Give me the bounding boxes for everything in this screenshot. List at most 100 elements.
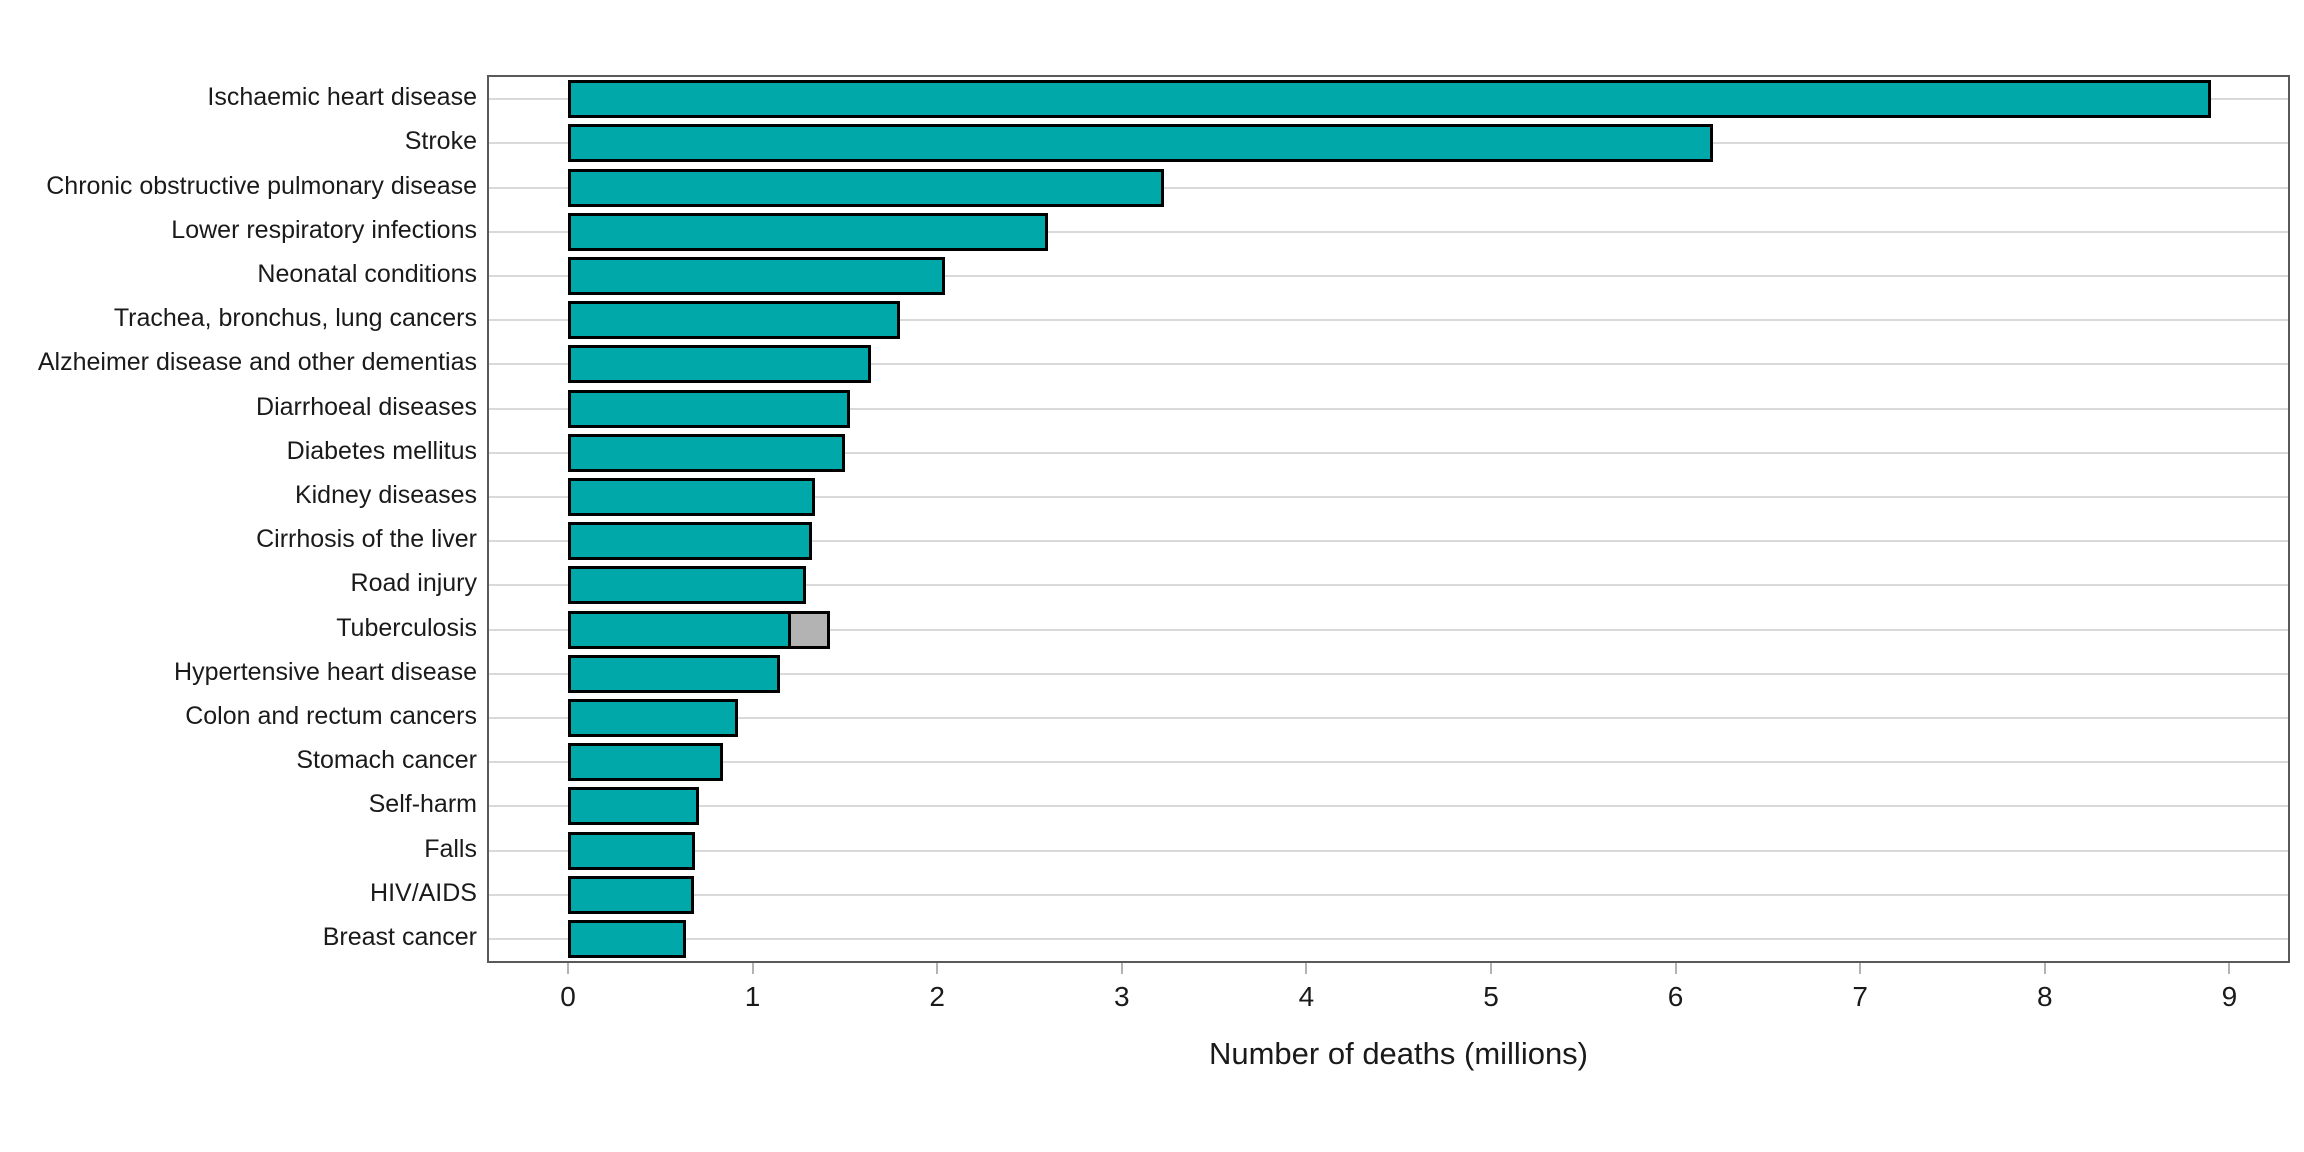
- x-tick-label: 9: [2221, 981, 2238, 1012]
- bar-segment-primary: [568, 875, 694, 914]
- x-axis-tick-labels: 0 1 2 3 4 5 6 7 8 9: [0, 982, 2304, 1016]
- category-label: Hypertensive heart disease: [174, 657, 477, 686]
- category-gridline: [489, 761, 2288, 764]
- x-tick-label: 4: [1298, 981, 1315, 1012]
- bar-segment-primary: [568, 212, 1048, 251]
- category-gridline: [489, 849, 2288, 852]
- category-gridline: [489, 628, 2288, 631]
- bar-segment-primary: [568, 477, 816, 516]
- bar-row: [568, 522, 812, 561]
- category-gridline: [489, 230, 2288, 233]
- x-tick-label: 1: [744, 981, 761, 1012]
- category-label: Ischaemic heart disease: [207, 83, 477, 112]
- category-label: Self-harm: [368, 790, 477, 819]
- category-gridline: [489, 451, 2288, 454]
- x-tick-mark: [751, 963, 754, 974]
- bar-row: [568, 212, 1048, 251]
- category-gridline: [489, 363, 2288, 366]
- bar-segment-primary: [568, 433, 845, 472]
- bar-row: [568, 698, 738, 737]
- bar-segment-primary: [568, 124, 1713, 163]
- category-label: Trachea, bronchus, lung cancers: [113, 304, 477, 333]
- bar-segment-secondary: [788, 610, 831, 649]
- bar-row: [568, 566, 807, 605]
- x-tick-label: 8: [2037, 981, 2053, 1012]
- bar-row: [568, 301, 901, 340]
- category-gridline: [489, 716, 2288, 719]
- category-label: Breast cancer: [322, 922, 477, 951]
- category-axis-labels: Ischaemic heart disease Stroke Chronic obs…: [0, 75, 477, 963]
- bar-row: [568, 433, 845, 472]
- bar-row: [568, 654, 781, 693]
- bar-segment-primary: [568, 919, 687, 958]
- bar-segment-primary: [568, 168, 1165, 207]
- category-label: Lower respiratory infections: [171, 215, 477, 244]
- category-gridline: [489, 319, 2288, 322]
- category-gridline: [489, 540, 2288, 543]
- x-tick-mark: [936, 963, 939, 974]
- bar-segment-primary: [568, 256, 945, 295]
- category-gridline: [489, 672, 2288, 675]
- category-gridline: [489, 937, 2288, 940]
- x-tick-label: 3: [1114, 981, 1130, 1012]
- category-label: Colon and rectum cancers: [185, 701, 477, 730]
- x-tick-mark: [567, 963, 569, 974]
- x-tick-mark: [1120, 963, 1123, 974]
- x-tick-mark: [1674, 963, 1677, 974]
- category-label: Kidney diseases: [294, 480, 477, 509]
- category-label: Stroke: [404, 127, 477, 156]
- bar-row: [568, 477, 816, 516]
- x-tick-label: 5: [1483, 981, 1499, 1012]
- category-label: Cirrhosis of the liver: [256, 525, 477, 554]
- x-tick-label: 0: [560, 981, 576, 1012]
- category-gridline: [489, 186, 2288, 189]
- category-label: Tuberculosis: [336, 613, 477, 642]
- bar-segment-primary: [568, 787, 700, 826]
- category-label: Alzheimer disease and other dementias: [37, 348, 477, 377]
- category-gridline: [489, 805, 2288, 808]
- category-label: HIV/AIDS: [370, 878, 477, 907]
- x-tick-mark: [1305, 963, 1308, 974]
- plot-panel: [487, 75, 2290, 963]
- bar-segment-primary: [568, 566, 807, 605]
- bar-segment-primary: [568, 389, 851, 428]
- bar-segment-primary: [568, 345, 871, 384]
- bar-row: [568, 345, 871, 384]
- category-label: Neonatal conditions: [257, 259, 477, 288]
- bar-segment-primary: [568, 610, 792, 649]
- x-tick-mark: [1859, 963, 1862, 974]
- category-label: Falls: [424, 834, 477, 863]
- bar-row: [568, 124, 1713, 163]
- bar-segment-primary: [568, 522, 812, 561]
- category-gridline: [489, 407, 2288, 410]
- category-gridline: [489, 274, 2288, 277]
- bar-row: [568, 743, 724, 782]
- x-tick-mark: [2228, 963, 2231, 974]
- bar-segment-primary: [568, 301, 901, 340]
- bar-segment-primary: [568, 80, 2211, 119]
- bar-row: [568, 389, 851, 428]
- category-gridline: [489, 584, 2288, 587]
- category-label: Road injury: [350, 569, 477, 598]
- category-label: Chronic obstructive pulmonary disease: [46, 171, 477, 200]
- category-gridline: [489, 893, 2288, 896]
- bar-row: [568, 610, 831, 649]
- bar-row: [568, 919, 687, 958]
- bar-segment-primary: [568, 654, 781, 693]
- category-label: Diarrhoeal diseases: [256, 392, 477, 421]
- x-tick-mark: [2043, 963, 2046, 974]
- bar-row: [568, 80, 2211, 119]
- x-tick-label: 6: [1667, 981, 1684, 1012]
- x-axis-ticks: [0, 963, 2304, 975]
- bar-segment-primary: [568, 831, 696, 870]
- x-tick-label: 2: [929, 981, 945, 1012]
- bar-row: [568, 831, 696, 870]
- bar-row: [568, 256, 945, 295]
- bar-row: [568, 787, 700, 826]
- bar-row: [568, 168, 1165, 207]
- x-tick-mark: [1490, 963, 1492, 974]
- x-tick-label: 7: [1852, 981, 1868, 1012]
- category-label: Diabetes mellitus: [286, 436, 477, 465]
- category-gridline: [489, 495, 2288, 498]
